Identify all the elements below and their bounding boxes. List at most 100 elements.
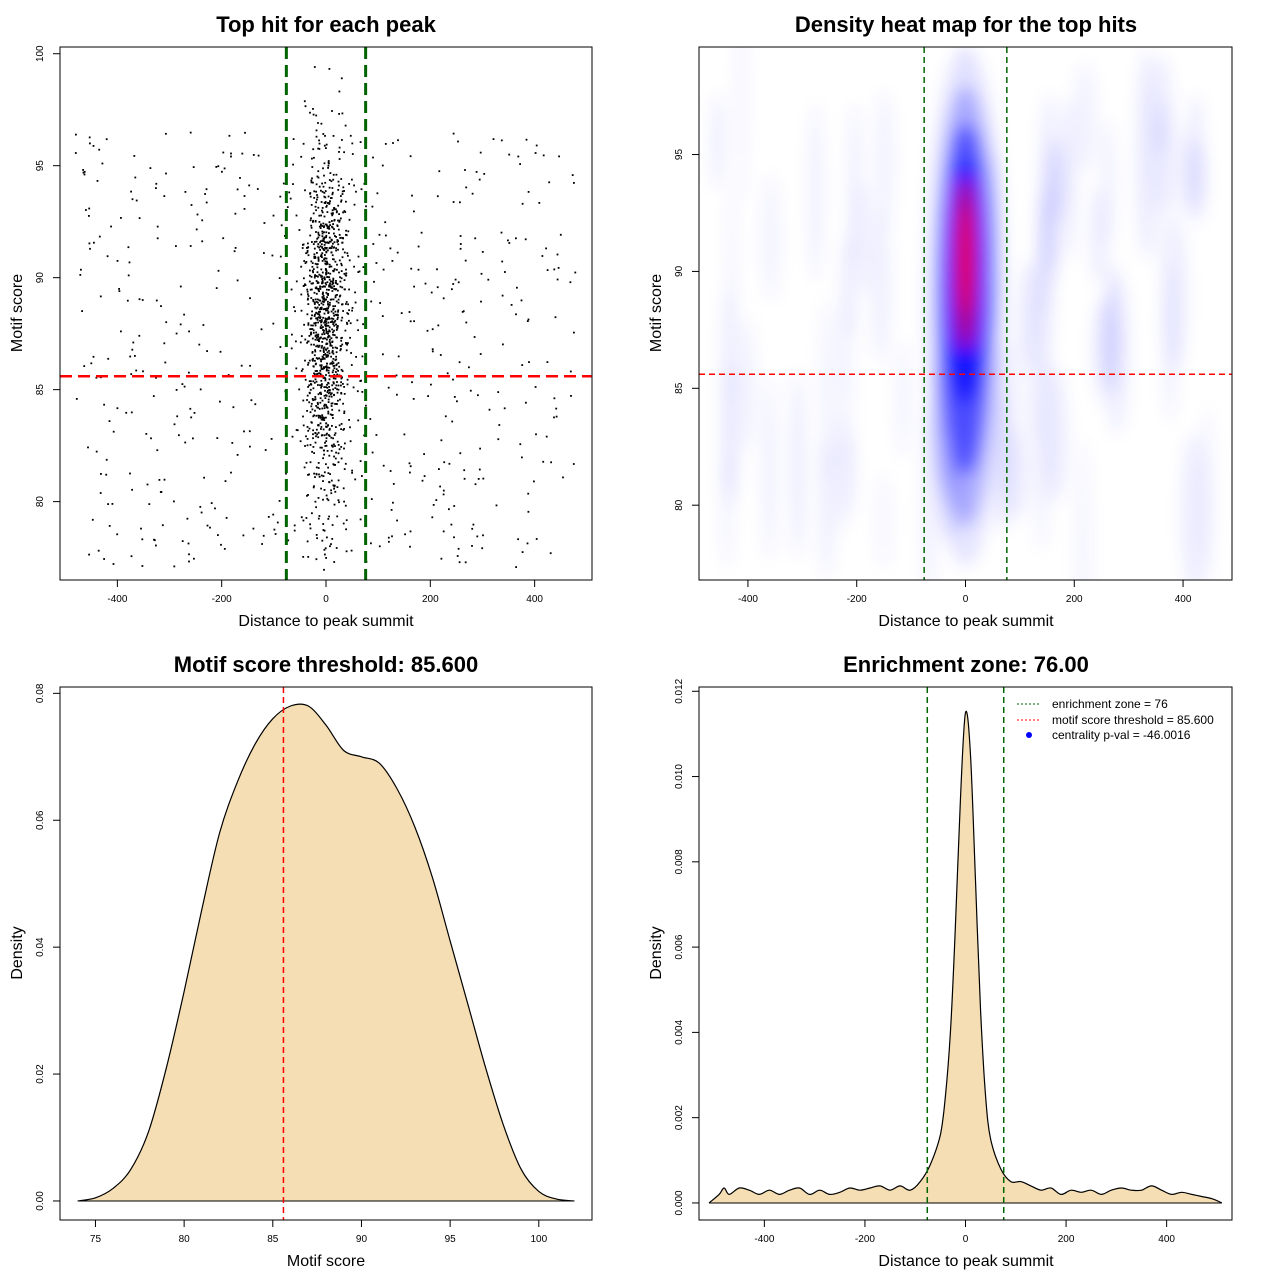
scatter-point xyxy=(331,363,334,365)
scatter-point xyxy=(321,256,323,259)
scatter-point xyxy=(323,299,326,302)
scatter-point xyxy=(326,432,328,435)
scatter-point xyxy=(333,314,335,317)
scatter-point xyxy=(316,401,319,404)
scatter-point xyxy=(325,231,328,234)
scatter-point xyxy=(325,320,328,323)
scatter-point xyxy=(323,301,325,303)
scatter-point xyxy=(309,461,312,464)
scatter-point xyxy=(331,110,333,112)
scatter-point xyxy=(340,348,342,350)
scatter-point xyxy=(326,262,329,264)
scatter-point xyxy=(325,206,328,208)
scatter-point xyxy=(335,351,338,354)
scatter-point xyxy=(330,405,333,407)
scatter-point xyxy=(326,227,329,230)
scatter-point xyxy=(345,200,347,203)
scatter-point xyxy=(332,437,334,440)
scatter-point xyxy=(272,513,275,516)
scatter-point xyxy=(315,135,318,138)
scatter-point xyxy=(329,321,332,323)
scatter-point xyxy=(310,343,313,346)
scatter-point xyxy=(519,163,521,165)
scatter-point xyxy=(337,301,340,304)
scatter-point xyxy=(292,163,294,166)
scatter-point xyxy=(314,338,317,341)
scatter-point xyxy=(336,324,339,327)
scatter-point xyxy=(311,157,313,160)
scatter-point xyxy=(331,425,333,427)
scatter-point xyxy=(184,191,187,193)
scatter-point xyxy=(317,231,320,234)
scatter-point xyxy=(553,416,555,419)
scatter-point xyxy=(129,472,131,475)
scatter-point xyxy=(353,265,355,268)
scatter-point xyxy=(336,326,338,329)
scatter-point xyxy=(482,534,484,537)
scatter-point xyxy=(321,190,324,193)
legend-label: centrality p-val = -46.0016 xyxy=(1052,728,1191,742)
scatter-point xyxy=(329,362,332,365)
scatter-point xyxy=(320,189,322,192)
scatter-point xyxy=(336,381,338,383)
scatter-point xyxy=(312,437,314,440)
scatter-point xyxy=(315,275,318,277)
scatter-point xyxy=(82,171,85,174)
scatter-point xyxy=(333,367,336,370)
scatter-point xyxy=(328,221,331,224)
scatter-point xyxy=(320,253,323,256)
scatter-point xyxy=(315,506,317,509)
scatter-point xyxy=(314,398,317,400)
scatter-point xyxy=(327,300,329,303)
scatter-point xyxy=(306,438,309,440)
scatter-point xyxy=(322,428,325,431)
scatter-point xyxy=(317,260,320,262)
scatter-point xyxy=(471,527,474,530)
scatter-point xyxy=(330,395,333,398)
scatter-point xyxy=(306,494,308,497)
scatter-point xyxy=(330,436,333,439)
scatter-point xyxy=(332,333,334,336)
scatter-point xyxy=(471,545,473,547)
scatter-point xyxy=(146,483,149,486)
scatter-point xyxy=(336,403,338,405)
scatter-point xyxy=(112,430,115,433)
scatter-point xyxy=(535,433,537,436)
scatter-point xyxy=(452,283,455,285)
scatter-point xyxy=(321,399,324,402)
scatter-point xyxy=(321,235,324,238)
scatter-point xyxy=(327,226,330,228)
reference-lines xyxy=(926,687,1005,1220)
scatter-point xyxy=(328,366,331,369)
scatter-point xyxy=(446,372,449,375)
scatter-point xyxy=(325,405,328,408)
scatter-point xyxy=(330,393,332,396)
scatter-point xyxy=(379,302,381,304)
scatter-point xyxy=(188,553,190,556)
scatter-point xyxy=(389,247,392,250)
x-tick-label: 100 xyxy=(530,1234,547,1245)
scatter-point xyxy=(439,485,441,488)
scatter-point xyxy=(312,212,315,215)
scatter-point xyxy=(118,288,120,290)
scatter-point xyxy=(315,428,318,431)
scatter-point xyxy=(554,316,557,319)
y-tick-label: 0.000 xyxy=(674,1190,685,1215)
scatter-point xyxy=(320,223,322,226)
scatter-point xyxy=(333,334,336,336)
scatter-point xyxy=(99,492,102,494)
scatter-point xyxy=(325,247,328,249)
scatter-point xyxy=(230,155,232,158)
scatter-point xyxy=(81,310,83,312)
scatter-point xyxy=(325,343,328,346)
scatter-point xyxy=(260,328,263,331)
scatter-point xyxy=(327,312,329,314)
scatter-point xyxy=(318,234,321,237)
scatter-point xyxy=(96,180,99,182)
scatter-point xyxy=(331,317,333,320)
scatter-point xyxy=(312,108,314,110)
scatter-point xyxy=(315,435,317,438)
scatter-point xyxy=(322,529,325,531)
scatter-point xyxy=(183,385,186,388)
